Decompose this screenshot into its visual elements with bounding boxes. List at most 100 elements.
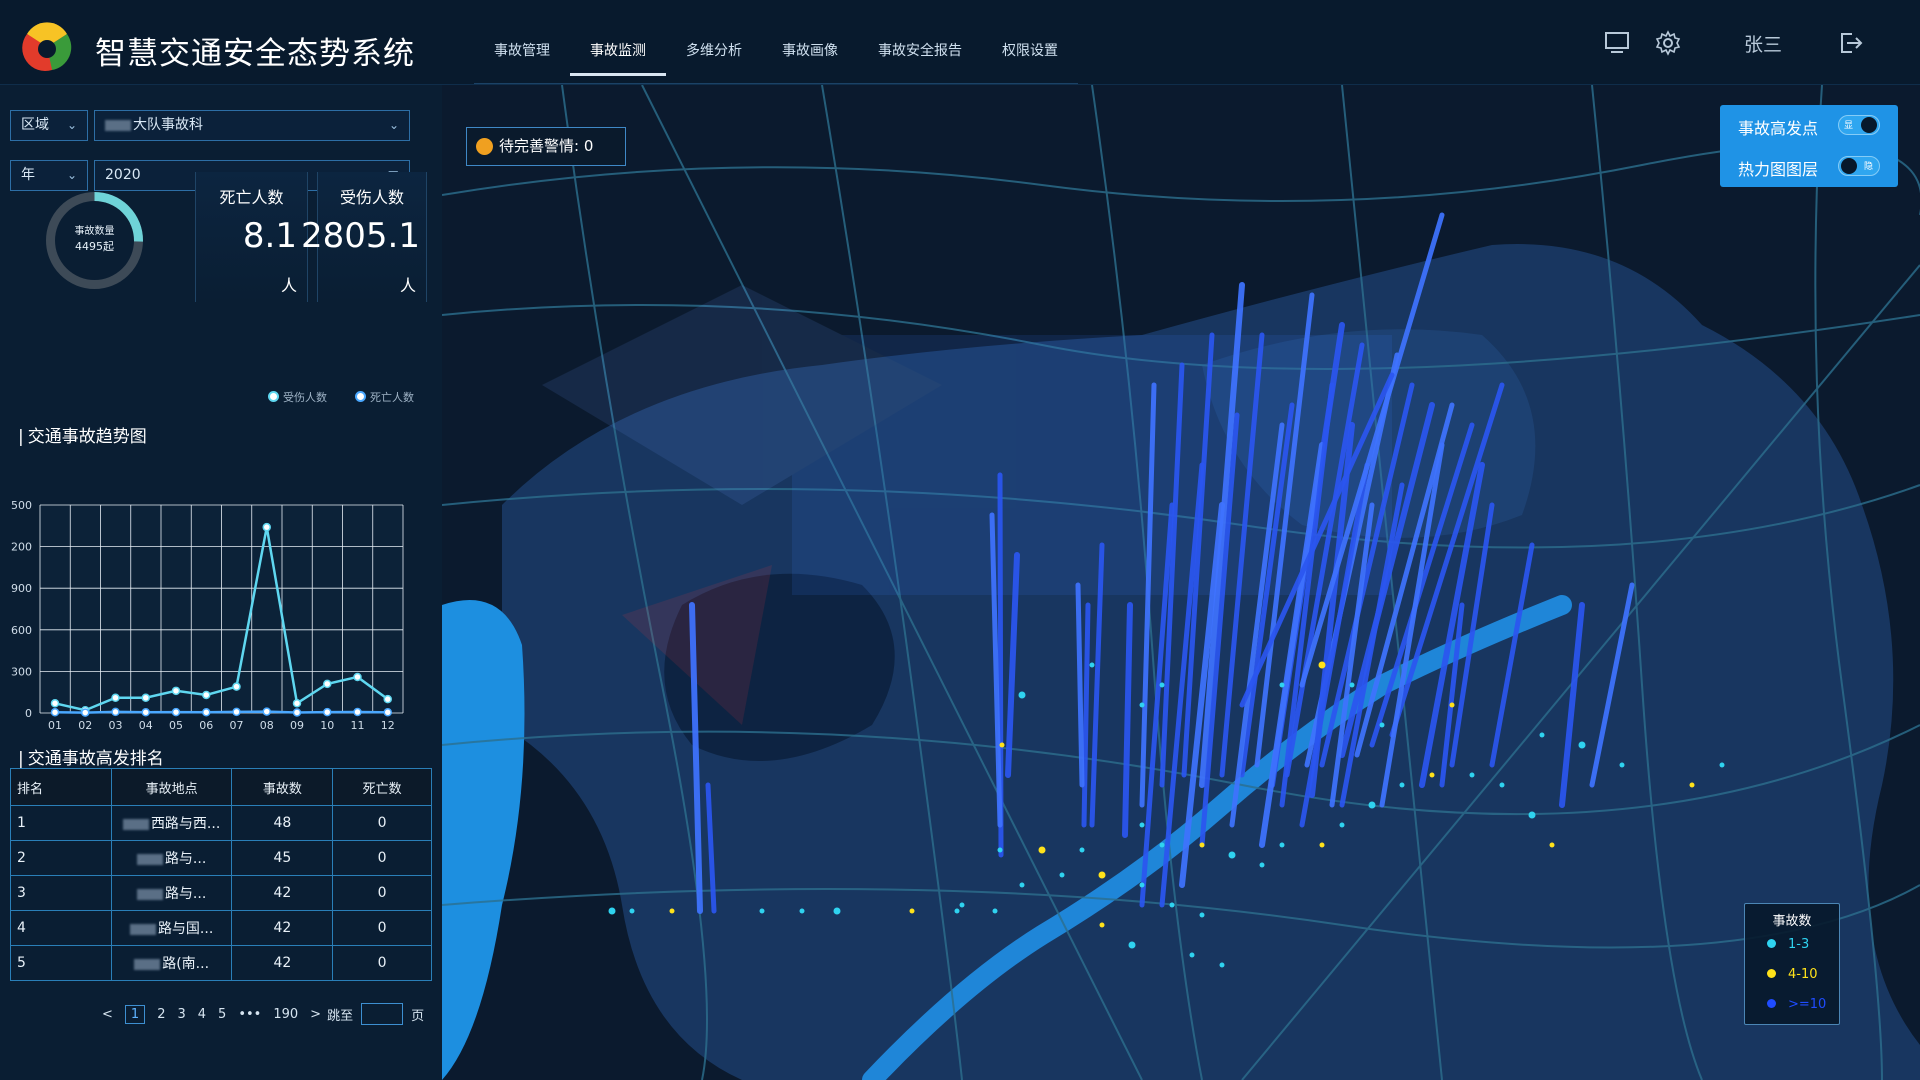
accident-pillar[interactable] <box>1089 542 1105 828</box>
accident-pillar[interactable] <box>1329 502 1375 808</box>
accident-point[interactable] <box>1159 682 1165 688</box>
accident-pillar[interactable] <box>1159 362 1185 788</box>
area-value-select[interactable]: 大队事故科 ⌄ <box>94 110 410 141</box>
accident-pillar[interactable] <box>1439 602 1465 788</box>
accident-pillar[interactable] <box>1254 292 1315 768</box>
area-type-select[interactable]: 区域 ⌄ <box>10 110 88 141</box>
accident-pillar[interactable] <box>1449 502 1495 768</box>
page-button-last[interactable]: 190 <box>273 1006 299 1022</box>
accident-point[interactable] <box>1139 822 1145 828</box>
next-page-button[interactable]: > <box>310 1006 322 1022</box>
accident-pillar[interactable] <box>1354 402 1455 758</box>
accident-pillar[interactable] <box>1139 382 1157 808</box>
accident-point[interactable] <box>1089 662 1095 668</box>
map-canvas[interactable] <box>442 85 1920 1080</box>
accident-pillar[interactable] <box>1284 342 1365 778</box>
accident-pillar[interactable] <box>1589 582 1635 788</box>
accident-point[interactable] <box>1139 702 1145 708</box>
accident-pillar[interactable] <box>1081 602 1091 828</box>
accident-point[interactable] <box>1279 682 1285 688</box>
table-row[interactable]: 3 路与... 42 0 <box>10 875 432 911</box>
accident-point[interactable] <box>1019 882 1025 888</box>
accident-point[interactable] <box>1319 842 1325 848</box>
accident-point[interactable] <box>1619 762 1625 768</box>
jump-page-input[interactable] <box>361 1003 404 1025</box>
accident-point[interactable] <box>1038 846 1046 854</box>
accident-pillar[interactable] <box>1389 382 1505 738</box>
accident-point[interactable] <box>1219 962 1225 968</box>
accident-pillar[interactable] <box>1239 372 1395 708</box>
accident-point[interactable] <box>1159 842 1165 848</box>
accident-point[interactable] <box>1339 822 1345 828</box>
accident-pillar[interactable] <box>705 782 717 914</box>
monitor-icon[interactable] <box>1604 30 1630 56</box>
accident-pillar[interactable] <box>1379 442 1445 808</box>
pending-alerts-button[interactable]: 待完善警情: 0 <box>466 127 626 166</box>
accident-point[interactable] <box>1539 732 1545 738</box>
accident-pillar[interactable] <box>1299 212 1445 688</box>
accident-point[interactable] <box>833 907 841 915</box>
accident-point[interactable] <box>1719 762 1725 768</box>
nav-accident-profile[interactable]: 事故画像 <box>782 43 838 59</box>
accident-point[interactable] <box>1349 682 1355 688</box>
accident-pillar[interactable] <box>1229 422 1285 828</box>
accident-pillar[interactable] <box>1279 382 1335 808</box>
nav-accident-monitoring[interactable]: 事故监测 <box>570 0 666 84</box>
accident-point[interactable] <box>954 908 960 914</box>
accident-map[interactable] <box>442 85 1920 1080</box>
accident-pillar[interactable] <box>1005 552 1020 778</box>
accident-pillar[interactable] <box>1419 462 1485 788</box>
accident-point[interactable] <box>959 902 965 908</box>
accident-point[interactable] <box>1199 912 1205 918</box>
accident-point[interactable] <box>629 908 635 914</box>
accident-point[interactable] <box>1399 782 1405 788</box>
accident-point[interactable] <box>992 908 998 914</box>
gear-icon[interactable] <box>1655 30 1681 56</box>
nav-multidimensional-analysis[interactable]: 多维分析 <box>686 43 742 59</box>
page-button-2[interactable]: 2 <box>157 1006 166 1022</box>
table-row[interactable]: 5 路(南... 42 0 <box>10 945 432 981</box>
accident-pillar[interactable] <box>1339 482 1405 808</box>
heatmap-layer-switch[interactable]: 隐 <box>1838 156 1880 176</box>
accident-point[interactable] <box>1169 902 1175 908</box>
nav-permission-settings[interactable]: 权限设置 <box>1002 43 1058 59</box>
nav-accident-management[interactable]: 事故管理 <box>494 43 550 59</box>
accident-point[interactable] <box>997 847 1003 853</box>
accident-pillar[interactable] <box>1489 542 1535 768</box>
accident-point[interactable] <box>1318 661 1326 669</box>
accident-point[interactable] <box>1549 842 1555 848</box>
page-button-1[interactable]: 1 <box>124 1004 146 1024</box>
accident-pillar[interactable] <box>1122 602 1133 838</box>
accident-pillar[interactable] <box>1369 422 1475 748</box>
accident-point[interactable] <box>1099 922 1105 928</box>
accident-point[interactable] <box>1469 772 1475 778</box>
page-button-4[interactable]: 4 <box>197 1006 207 1022</box>
accident-point[interactable] <box>1449 702 1455 708</box>
accident-pillar[interactable] <box>1159 462 1205 908</box>
accident-point[interactable] <box>1139 882 1145 888</box>
accident-pillar[interactable] <box>1075 582 1085 788</box>
accident-point[interactable] <box>1228 851 1236 859</box>
accident-point[interactable] <box>799 908 805 914</box>
accident-point[interactable] <box>608 907 616 915</box>
logout-icon[interactable] <box>1838 30 1864 56</box>
table-row[interactable]: 4 路与国... 42 0 <box>10 910 432 946</box>
page-button-3[interactable]: 3 <box>177 1006 186 1022</box>
nav-safety-report[interactable]: 事故安全报告 <box>878 43 962 59</box>
hotspot-layer-switch[interactable]: 显 <box>1838 115 1880 135</box>
accident-point[interactable] <box>1259 862 1265 868</box>
accident-point[interactable] <box>669 908 675 914</box>
accident-pillar[interactable] <box>1559 602 1585 808</box>
accident-pillar[interactable] <box>1309 422 1355 798</box>
accident-pillar[interactable] <box>989 512 1003 828</box>
accident-pillar[interactable] <box>1139 502 1175 908</box>
accident-point[interactable] <box>1528 811 1536 819</box>
accident-point[interactable] <box>1098 871 1106 879</box>
accident-point[interactable] <box>1079 847 1085 853</box>
page-button-5[interactable]: 5 <box>218 1006 227 1022</box>
accident-point[interactable] <box>1429 772 1435 778</box>
accident-point[interactable] <box>909 908 915 914</box>
accident-point[interactable] <box>1128 941 1136 949</box>
accident-point[interactable] <box>1499 782 1505 788</box>
accident-point[interactable] <box>1199 842 1205 848</box>
